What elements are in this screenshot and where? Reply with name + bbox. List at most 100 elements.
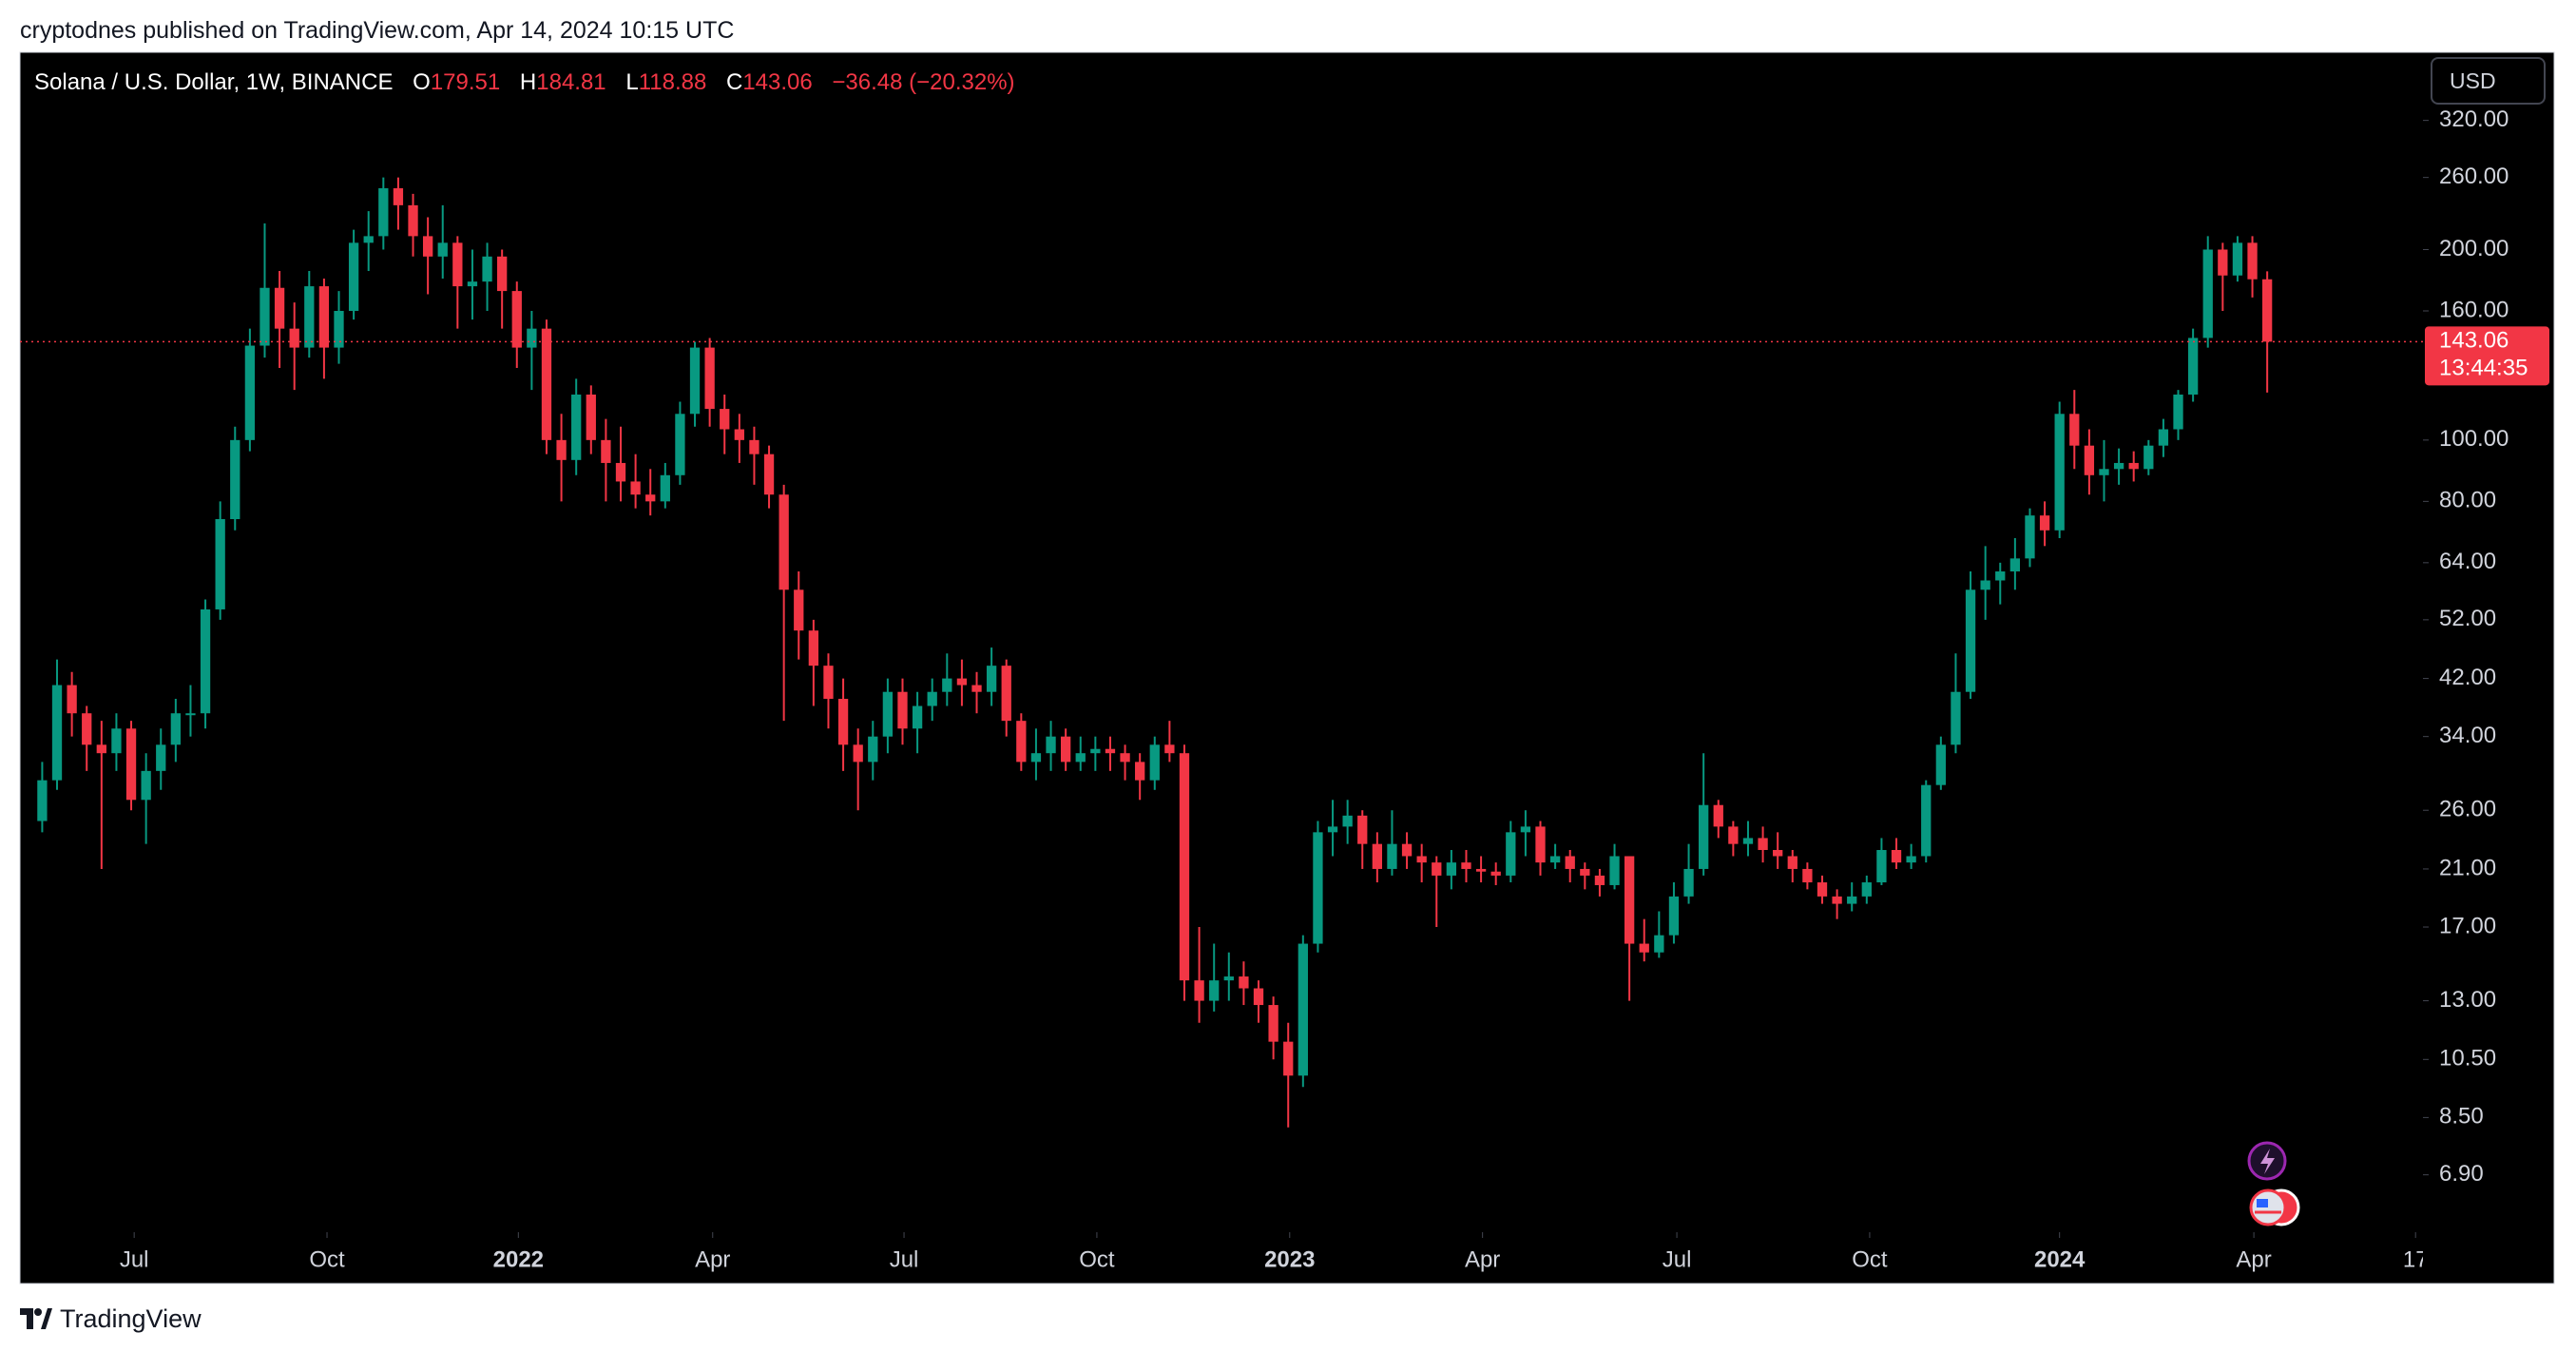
candle-body [467,281,478,287]
candle-body [1432,862,1442,876]
candle-body [1683,868,1694,897]
candle-body [942,678,952,692]
candle-body [571,395,582,460]
candle-body [645,494,656,502]
candle-body [1475,868,1487,872]
candle-body [2039,515,2050,531]
candle-body [1357,815,1368,844]
candle-body [1327,826,1338,833]
x-tick-label: Jul [120,1246,149,1272]
candle-body [1535,826,1546,863]
lightning-icon [2260,1149,2275,1174]
candle-body [1728,826,1739,844]
candle-body [1090,748,1101,754]
brand-name: TradingView [60,1304,202,1333]
candle-body [51,685,63,781]
candle-body [185,713,196,716]
logo-shape [20,1308,33,1329]
candle-body [497,256,508,292]
candle-body [1609,856,1620,885]
ohlc-label: H [519,69,537,95]
y-tick-label: 100.00 [2439,426,2509,452]
event-icons [2247,1141,2300,1226]
candle-body [1001,666,1011,722]
ohlc-label: L [625,69,639,95]
candle-body [1787,856,1797,869]
x-tick-label: Oct [1852,1246,1888,1272]
candle-body [1847,896,1857,904]
candle-body [1699,804,1709,869]
candle-body [2069,414,2080,446]
candle-body [1372,843,1383,869]
y-tick-label: 26.00 [2439,797,2496,822]
candle-body [170,713,182,745]
candle-body [1965,589,1976,692]
x-tick-label: Oct [309,1246,345,1272]
candle-body [720,409,730,430]
candle-body [1817,882,1828,897]
candle-body [1742,838,1754,844]
y-tick-label: 42.00 [2439,665,2496,690]
candle-body [348,242,359,311]
candle-body [1239,976,1249,989]
candle-body [1624,856,1635,944]
candle-body [1506,832,1516,876]
candle-body [1342,815,1353,827]
candle-body [1565,856,1575,869]
brand-logo[interactable]: TradingView [20,1303,202,1335]
ohlc-value: 143.06 [742,69,813,95]
candle-body [897,691,908,729]
y-tick-label: 34.00 [2439,723,2496,748]
candle-body [1951,691,1961,745]
candle-body [260,287,270,346]
candle-body [1401,843,1413,857]
candle-body [274,287,285,329]
candle-body [1283,1041,1294,1076]
candle-body [82,713,92,745]
candle-body [408,204,418,237]
candle-body [823,666,834,700]
candle-body [215,518,225,609]
candle-body [1461,862,1471,869]
candle-body [1906,856,1916,863]
x-tick-label: 17 [2403,1246,2429,1272]
candle-body [318,286,330,348]
x-tick-label: Oct [1079,1246,1115,1272]
candle-body [1802,868,1813,883]
candle-body [1713,804,1723,827]
candle-body [1580,868,1590,876]
candle-body [111,728,122,754]
y-tick-label: 80.00 [2439,488,2496,513]
candle-body [808,630,819,666]
candle-body [1935,744,1946,785]
candle-body [304,286,315,348]
ohlc-value: 184.81 [536,69,606,95]
candle-body [527,328,537,348]
x-tick-label: Jul [890,1246,919,1272]
candle-body [749,439,759,454]
candle-body [2009,558,2021,572]
candle-body [586,395,596,440]
candle-body [2054,414,2065,531]
candle-body [1995,571,2006,581]
candle-body [2261,279,2273,342]
candle-body [482,256,492,282]
candle-body [2173,395,2183,430]
currency-button[interactable]: USD [2431,57,2546,105]
logo-shape [41,1308,52,1329]
candle-body [601,439,611,463]
candle-body [882,691,894,737]
candle-body [779,494,789,590]
candle-body [2247,242,2258,280]
candle-body [1639,943,1649,953]
candle-body [1654,935,1664,953]
candle-body [1179,753,1190,981]
logo-shape [34,1308,42,1316]
candle-body [704,347,715,410]
candle-body [1075,753,1086,763]
candle-body [630,481,641,495]
y-tick-label: 17.00 [2439,913,2496,938]
candle-body [660,474,670,502]
candle-body [1223,976,1234,981]
